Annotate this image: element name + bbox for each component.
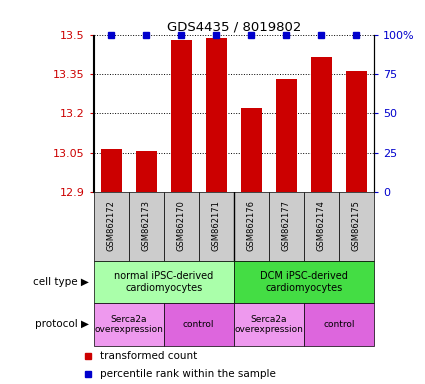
Bar: [304, 192, 339, 261]
Bar: [94, 303, 164, 346]
Text: GSM862171: GSM862171: [212, 200, 221, 251]
Bar: [128, 192, 164, 261]
Text: transformed count: transformed count: [100, 351, 197, 361]
Bar: [339, 192, 374, 261]
Bar: [94, 192, 128, 261]
Bar: [234, 303, 304, 346]
Bar: [234, 261, 374, 303]
Bar: [164, 303, 234, 346]
Text: GSM862177: GSM862177: [282, 200, 291, 251]
Text: Serca2a
overexpression: Serca2a overexpression: [234, 315, 303, 334]
Text: GSM862176: GSM862176: [247, 200, 256, 251]
Bar: [100, 149, 122, 192]
Bar: [94, 261, 234, 303]
Bar: [311, 57, 332, 192]
Text: control: control: [323, 320, 355, 329]
Bar: [304, 303, 374, 346]
Text: DCM iPSC-derived
cardiomyocytes: DCM iPSC-derived cardiomyocytes: [260, 271, 348, 293]
Text: percentile rank within the sample: percentile rank within the sample: [100, 369, 276, 379]
Text: GSM862173: GSM862173: [142, 200, 150, 251]
Bar: [164, 192, 198, 261]
Bar: [136, 151, 156, 192]
Bar: [241, 108, 262, 192]
Bar: [276, 79, 297, 192]
Bar: [170, 40, 192, 192]
Bar: [198, 192, 234, 261]
Text: control: control: [183, 320, 215, 329]
Bar: [234, 192, 269, 261]
Title: GDS4435 / 8019802: GDS4435 / 8019802: [167, 20, 301, 33]
Text: GSM862172: GSM862172: [107, 200, 116, 251]
Bar: [206, 38, 227, 192]
Text: GSM862170: GSM862170: [177, 200, 186, 251]
Text: protocol ▶: protocol ▶: [35, 319, 89, 329]
Bar: [269, 192, 304, 261]
Bar: [346, 71, 367, 192]
Text: normal iPSC-derived
cardiomyocytes: normal iPSC-derived cardiomyocytes: [114, 271, 213, 293]
Text: GSM862174: GSM862174: [317, 200, 326, 251]
Text: Serca2a
overexpression: Serca2a overexpression: [94, 315, 163, 334]
Text: GSM862175: GSM862175: [352, 200, 361, 251]
Text: cell type ▶: cell type ▶: [34, 277, 89, 287]
